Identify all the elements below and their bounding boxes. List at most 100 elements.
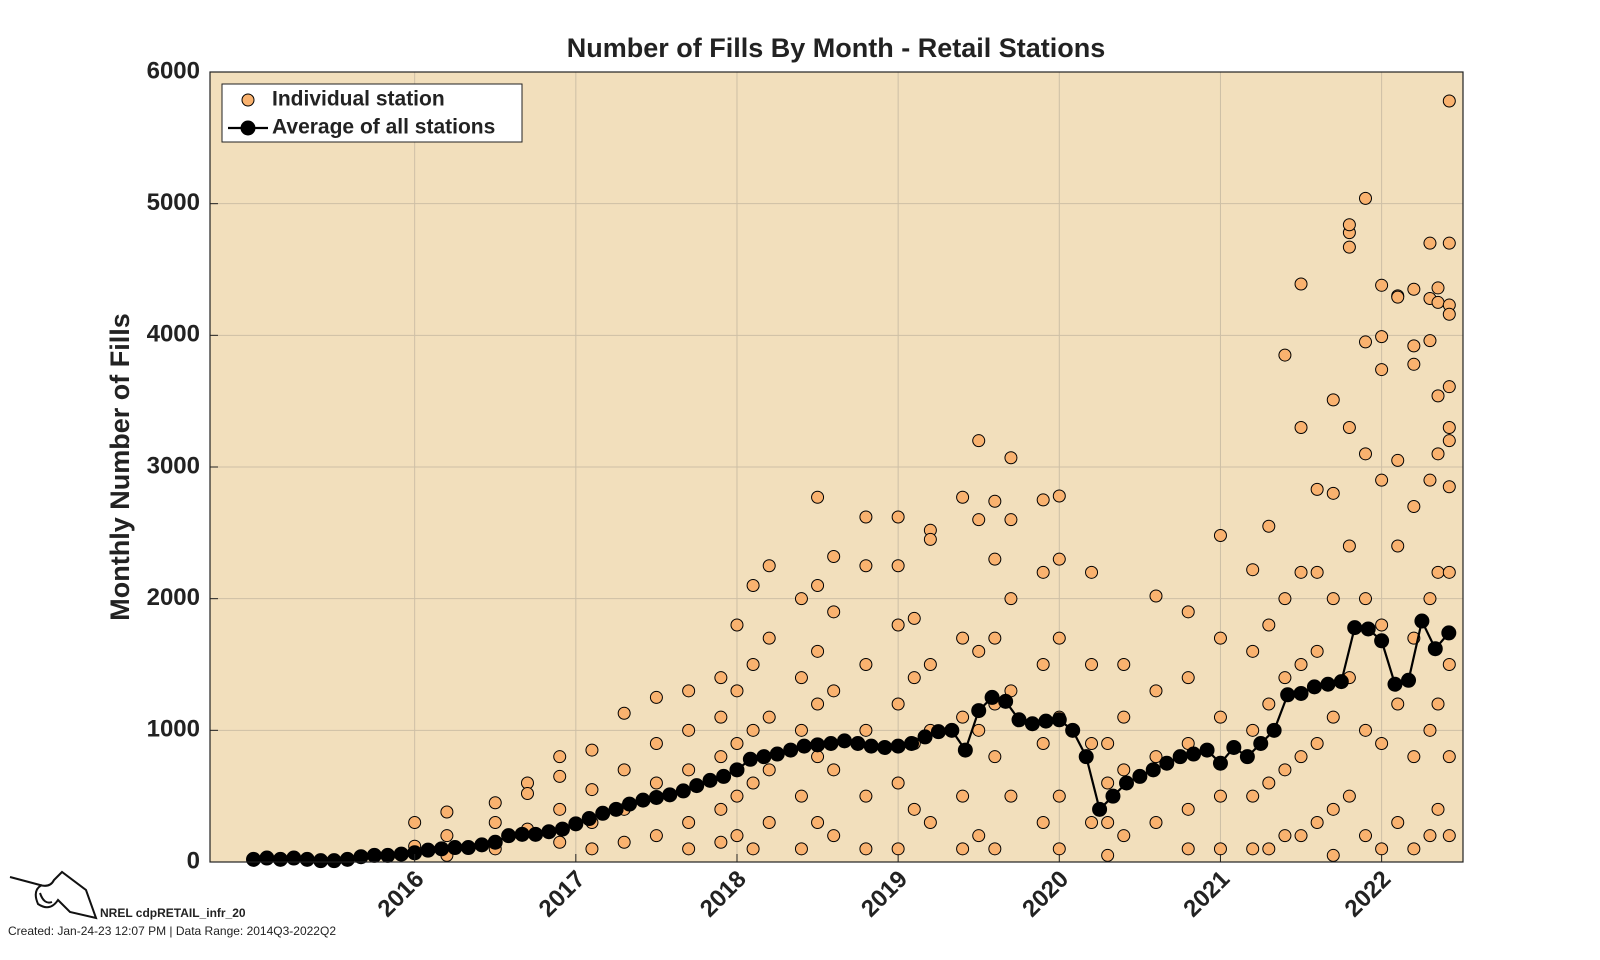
station-point <box>1004 789 1018 803</box>
station-point <box>730 829 744 843</box>
station-point <box>682 684 696 698</box>
station-point <box>553 802 567 816</box>
average-point <box>568 816 584 832</box>
station-point <box>988 631 1002 645</box>
x-tick-label: 2020 <box>1017 866 1074 923</box>
average-point <box>850 736 866 751</box>
station-point <box>1181 842 1195 856</box>
station-point <box>1213 710 1227 724</box>
station-point <box>859 510 873 524</box>
station-point <box>1391 539 1405 553</box>
station-point <box>972 434 986 448</box>
station-point <box>682 842 696 856</box>
station-point <box>1278 592 1292 606</box>
station-point <box>1262 842 1276 856</box>
average-point <box>608 801 624 817</box>
average-point <box>514 826 530 842</box>
station-point <box>891 510 905 524</box>
station-point <box>714 710 728 724</box>
average-point <box>1065 722 1081 738</box>
station-point <box>972 644 986 658</box>
average-point <box>1387 676 1403 692</box>
y-tick-label: 0 <box>187 847 200 874</box>
station-point <box>1085 737 1099 750</box>
station-point <box>1326 710 1340 724</box>
average-point <box>944 722 960 738</box>
station-point <box>972 829 986 843</box>
station-point <box>1407 339 1421 353</box>
station-point <box>956 789 970 803</box>
station-point <box>649 776 663 790</box>
station-point <box>1326 592 1340 606</box>
station-point <box>794 723 808 737</box>
station-point <box>762 559 776 573</box>
legend-label: Average of all stations <box>272 116 495 139</box>
station-point <box>1262 697 1276 711</box>
station-point <box>811 579 825 592</box>
station-point <box>859 842 873 856</box>
station-point <box>1358 723 1372 737</box>
average-point <box>702 772 718 788</box>
station-point <box>1423 473 1437 487</box>
x-tick-label: 2018 <box>695 866 752 923</box>
average-point <box>1441 625 1457 641</box>
average-point <box>1145 762 1161 778</box>
average-point <box>716 768 732 784</box>
station-point <box>923 816 937 829</box>
station-point <box>553 835 567 849</box>
average-point <box>1253 736 1269 751</box>
station-point <box>1213 789 1227 803</box>
station-point <box>1101 816 1115 829</box>
station-point <box>988 842 1002 856</box>
station-point <box>891 842 905 856</box>
station-point <box>746 658 760 671</box>
station-point <box>617 706 631 720</box>
station-point <box>794 842 808 856</box>
average-point <box>259 850 275 866</box>
station-point <box>440 805 454 819</box>
station-point <box>811 697 825 711</box>
station-point <box>988 552 1002 566</box>
average-point <box>286 850 302 866</box>
average-point <box>836 733 852 749</box>
station-point <box>1358 191 1372 205</box>
average-point <box>541 824 557 840</box>
y-tick-label: 3000 <box>147 452 200 479</box>
station-point <box>1117 658 1131 671</box>
average-point <box>1199 742 1215 758</box>
station-point <box>1342 789 1356 803</box>
station-point <box>1342 539 1356 553</box>
station-point <box>1375 473 1389 487</box>
station-point <box>1213 842 1227 856</box>
legend: Individual station Average of all station… <box>221 83 523 143</box>
station-point <box>682 763 696 777</box>
station-point <box>1052 789 1066 803</box>
station-point <box>1391 697 1405 711</box>
station-point <box>907 611 921 625</box>
average-point <box>272 851 288 867</box>
average-point <box>366 847 382 863</box>
average-point <box>783 742 799 758</box>
station-point <box>1262 776 1276 790</box>
average-point <box>1414 613 1430 629</box>
legend-label: Individual station <box>272 88 445 111</box>
station-point <box>746 579 760 592</box>
station-point <box>488 816 502 829</box>
station-point <box>1004 592 1018 606</box>
average-point <box>474 837 490 853</box>
station-point <box>1375 363 1389 377</box>
y-tick-label: 6000 <box>147 57 200 84</box>
average-point <box>1172 749 1188 765</box>
average-point <box>1320 676 1336 692</box>
station-point <box>1213 631 1227 645</box>
station-point <box>1004 451 1018 465</box>
station-point <box>1052 631 1066 645</box>
average-point <box>1266 722 1282 738</box>
station-point <box>1423 592 1437 606</box>
station-point <box>1052 552 1066 566</box>
station-point <box>746 723 760 737</box>
average-point <box>756 749 772 765</box>
station-point <box>1181 671 1195 685</box>
station-point <box>1117 829 1131 843</box>
station-point <box>1407 750 1421 764</box>
